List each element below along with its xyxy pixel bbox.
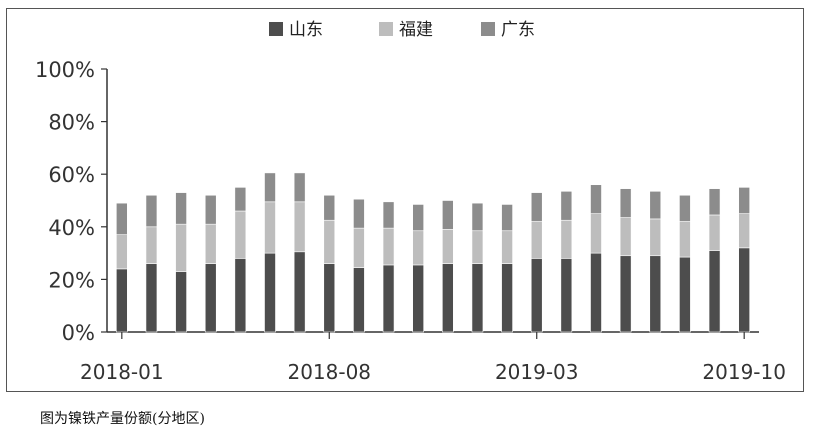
- y-tick-label: 80%: [48, 111, 95, 135]
- bar-segment-guangdong: [679, 194, 691, 222]
- bar-segment-shandong: [679, 256, 691, 333]
- bar-segment-fujian: [471, 230, 484, 264]
- bar-segment-shandong: [175, 271, 187, 333]
- bar-segment-shandong: [442, 263, 454, 333]
- legend-swatch-shandong: [269, 22, 283, 36]
- bar-segment-guangdong: [501, 204, 513, 232]
- bar-segment-guangdong: [619, 188, 632, 218]
- bar-segment-fujian: [649, 218, 662, 257]
- bar-segment-fujian: [353, 227, 365, 268]
- bar-segment-guangdong: [382, 201, 395, 229]
- bar-segment-guangdong: [116, 202, 128, 235]
- bar-segment-fujian: [679, 221, 691, 258]
- bar-segment-shandong: [649, 255, 662, 333]
- bar-segment-shandong: [145, 263, 158, 333]
- bar-segment-shandong: [471, 263, 484, 333]
- bar-segment-fujian: [708, 214, 721, 251]
- y-tick-label: 60%: [48, 163, 95, 187]
- bar-segment-fujian: [116, 234, 128, 270]
- bar-segment-fujian: [382, 227, 395, 266]
- bar-segment-guangdong: [175, 192, 187, 225]
- bar-segment-guangdong: [442, 200, 454, 230]
- x-tick-label: 2018-08: [287, 360, 371, 384]
- bar-segment-shandong: [116, 268, 128, 333]
- bar-segment-shandong: [530, 258, 543, 333]
- stacked-bar-chart: 0% 20% 40% 60% 80% 100% 2018-01 2018-08 2019-03 2…: [35, 20, 786, 384]
- bar-segment-fujian: [175, 223, 187, 272]
- bar-segment-fujian: [145, 226, 158, 264]
- legend-label: 广东: [501, 20, 535, 40]
- legend-label: 福建: [399, 20, 433, 40]
- x-tick-label: 2019-10: [702, 360, 786, 384]
- x-tick-label: 2019-03: [495, 360, 579, 384]
- bar-segment-fujian: [442, 229, 454, 264]
- bar-segment-fujian: [560, 219, 573, 259]
- bar-segment-guangdong: [204, 194, 217, 225]
- bar-segment-shandong: [234, 258, 247, 333]
- y-tick-label: 0%: [62, 321, 95, 345]
- bar-segment-guangdong: [293, 172, 306, 203]
- bar-segment-guangdong: [560, 190, 573, 221]
- bar-segment-fujian: [293, 201, 306, 253]
- bar-segment-shandong: [560, 258, 573, 333]
- figure-caption: 图为镍铁产量份额(分地区): [40, 411, 205, 427]
- bar-segment-fujian: [412, 230, 424, 266]
- bar-segment-fujian: [619, 217, 632, 257]
- bar-segment-guangdong: [234, 187, 247, 212]
- bar-segment-fujian: [264, 201, 276, 254]
- bar-segment-guangdong: [412, 204, 424, 232]
- legend-swatch-guangdong: [481, 22, 495, 36]
- bar-segment-shandong: [501, 263, 513, 333]
- bar-segment-guangdong: [145, 194, 158, 228]
- bar-segment-fujian: [530, 221, 543, 259]
- bar-segment-shandong: [293, 251, 306, 333]
- bar-segment-shandong: [590, 252, 602, 333]
- bar-segment-guangdong: [590, 184, 602, 214]
- bar-segment-shandong: [708, 250, 721, 333]
- bar-segment-shandong: [204, 263, 217, 333]
- bar-segment-guangdong: [471, 202, 484, 232]
- bar-segment-shandong: [264, 252, 276, 333]
- bar-segment-fujian: [234, 210, 247, 259]
- y-tick-label: 100%: [35, 58, 95, 82]
- bar-segment-fujian: [204, 223, 217, 264]
- bar-segment-guangdong: [649, 190, 662, 220]
- bar-segment-shandong: [382, 264, 395, 333]
- bar-segment-fujian: [738, 213, 750, 249]
- bar-segment-fujian: [323, 219, 336, 264]
- legend-swatch-fujian: [379, 22, 393, 36]
- bar-segment-shandong: [323, 263, 336, 333]
- bar-segment-shandong: [619, 255, 632, 333]
- bar-segment-fujian: [590, 213, 602, 254]
- bar-segment-guangdong: [264, 172, 276, 203]
- bar-segment-guangdong: [708, 188, 721, 216]
- bar-segment-guangdong: [353, 198, 365, 229]
- y-tick-label: 20%: [48, 268, 95, 292]
- bar-segment-guangdong: [738, 187, 750, 214]
- x-tick-label: 2018-01: [80, 360, 164, 384]
- bar-segment-guangdong: [323, 194, 336, 221]
- bar-segment-shandong: [353, 267, 365, 333]
- bar-segment-shandong: [738, 247, 750, 333]
- bar-segment-guangdong: [530, 192, 543, 222]
- chart-frame: 0% 20% 40% 60% 80% 100% 2018-01 2018-08 2019-03 2…: [6, 8, 804, 392]
- bar-segment-shandong: [412, 264, 424, 333]
- y-tick-label: 40%: [48, 216, 95, 240]
- bar-segment-fujian: [501, 230, 513, 264]
- legend-label: 山东: [289, 20, 323, 40]
